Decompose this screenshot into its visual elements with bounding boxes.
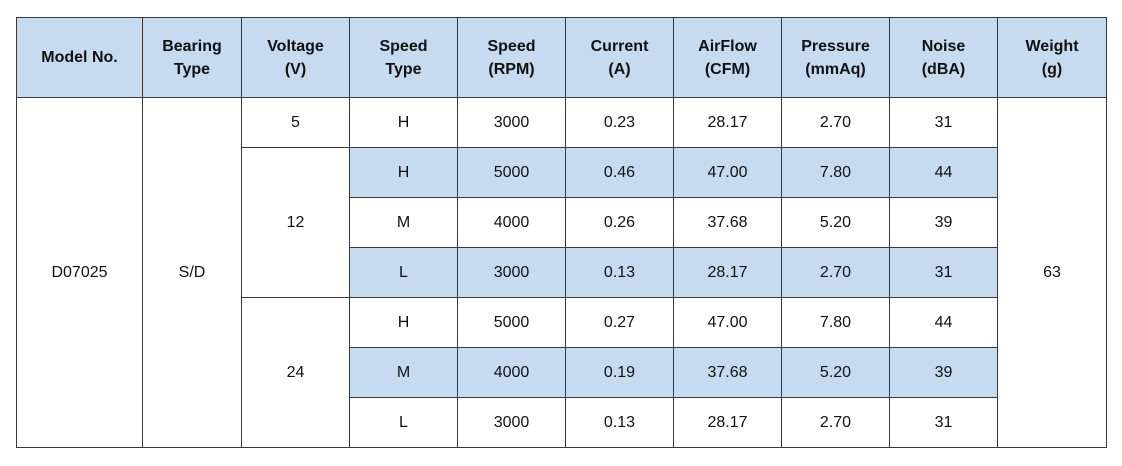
value-cell: 37.68 [673, 197, 782, 248]
value-cell: 28.17 [673, 247, 782, 298]
value-cell: 2.70 [781, 247, 890, 298]
value-cell: 4000 [457, 347, 566, 398]
value-cell: 47.00 [673, 297, 782, 348]
value-cell: 44 [889, 147, 998, 198]
value-cell: 39 [889, 197, 998, 248]
voltage-cell: 5 [241, 97, 350, 148]
spec-table: Model No. Bearing Type Voltage (V) Speed Ty… [16, 17, 1107, 448]
value-cell: 4000 [457, 197, 566, 248]
header-cell: Model No. [16, 17, 143, 98]
value-cell: 7.80 [781, 147, 890, 198]
header-cell: Bearing Type [142, 17, 242, 98]
header-cell: Speed (RPM) [457, 17, 566, 98]
value-cell: 5000 [457, 147, 566, 198]
value-cell: 0.13 [565, 247, 674, 298]
value-cell: 31 [889, 97, 998, 148]
value-cell: 37.68 [673, 347, 782, 398]
data-row: 12 H 5000 0.46 47.00 7.80 44 [17, 147, 1107, 298]
value-cell: 0.13 [565, 397, 674, 448]
value-cell: L [349, 397, 458, 448]
value-cell: 28.17 [673, 397, 782, 448]
value-cell: 28.17 [673, 97, 782, 148]
data-row: L 3000 0.13 28.17 2.70 31 [17, 247, 1107, 298]
value-cell: 2.70 [781, 97, 890, 148]
header-cell: Voltage (V) [241, 17, 350, 98]
bearing-cell: S/D [142, 97, 242, 448]
value-cell: L [349, 247, 458, 298]
model-cell: D07025 [16, 97, 143, 448]
data-row: L 3000 0.13 28.17 2.70 31 [17, 397, 1107, 448]
value-cell: 7.80 [781, 297, 890, 348]
value-cell: 2.70 [781, 397, 890, 448]
value-cell: H [349, 97, 458, 148]
value-cell: 31 [889, 397, 998, 448]
value-cell: 47.00 [673, 147, 782, 198]
header-cell: Pressure (mmAq) [781, 17, 890, 98]
value-cell: 0.46 [565, 147, 674, 198]
value-cell: H [349, 297, 458, 348]
header-cell: Current (A) [565, 17, 674, 98]
value-cell: 0.27 [565, 297, 674, 348]
value-cell: 0.26 [565, 197, 674, 248]
value-cell: 0.23 [565, 97, 674, 148]
value-cell: 44 [889, 297, 998, 348]
header-row: Model No. Bearing Type Voltage (V) Speed Ty… [16, 17, 1107, 98]
value-cell: 5000 [457, 297, 566, 348]
header-cell: Weight (g) [997, 17, 1107, 98]
weight-cell: 63 [997, 97, 1107, 448]
value-cell: 31 [889, 247, 998, 298]
value-cell: 5.20 [781, 347, 890, 398]
value-cell: M [349, 197, 458, 248]
value-cell: M [349, 347, 458, 398]
table-body: D07025 S/D 5 H 3000 0.23 28.17 2.70 31 63 12 H 5000 0… [16, 97, 1107, 448]
data-row: M 4000 0.19 37.68 5.20 39 [17, 347, 1107, 398]
value-cell: 3000 [457, 397, 566, 448]
value-cell: H [349, 147, 458, 198]
value-cell: 0.19 [565, 347, 674, 398]
value-cell: 3000 [457, 97, 566, 148]
data-row: 24 H 5000 0.27 47.00 7.80 44 [17, 297, 1107, 448]
value-cell: 3000 [457, 247, 566, 298]
voltage-cell: 12 [241, 147, 350, 298]
header-cell: Noise (dBA) [889, 17, 998, 98]
voltage-cell: 24 [241, 297, 350, 448]
data-row: D07025 S/D 5 H 3000 0.23 28.17 2.70 31 63 [16, 97, 1107, 448]
value-cell: 39 [889, 347, 998, 398]
value-cell: 5.20 [781, 197, 890, 248]
header-cell: Speed Type [349, 17, 458, 98]
header-cell: AirFlow (CFM) [673, 17, 782, 98]
